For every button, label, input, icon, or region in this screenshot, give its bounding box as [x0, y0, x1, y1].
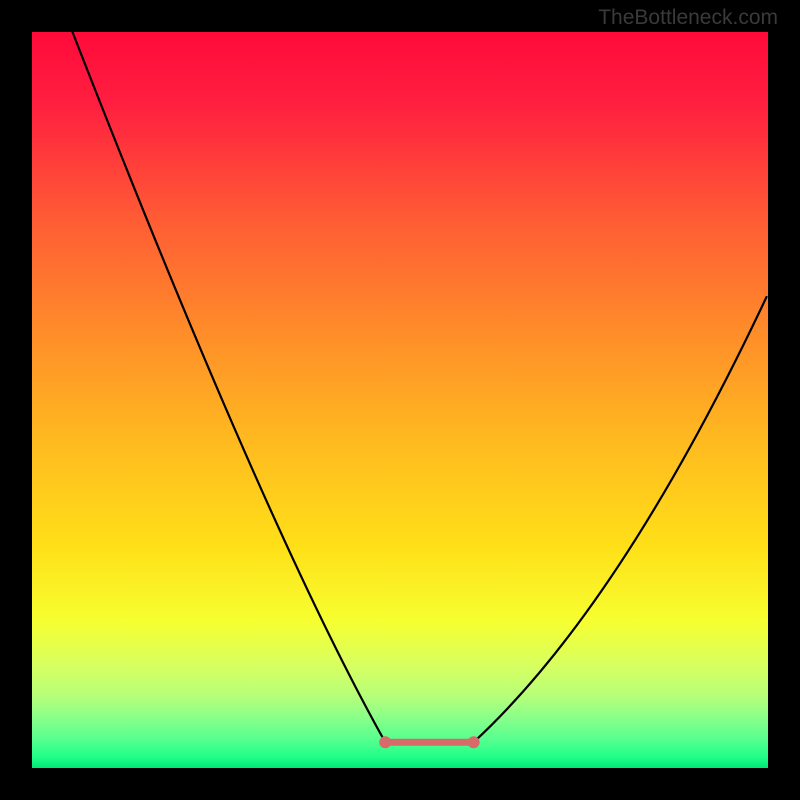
- plot-area: [32, 32, 768, 768]
- left-curve: [72, 32, 385, 742]
- flat-marker: [415, 739, 422, 746]
- flat-marker: [386, 739, 393, 746]
- flat-marker: [445, 739, 452, 746]
- flat-marker: [459, 739, 466, 746]
- flat-marker: [400, 739, 407, 746]
- flat-marker: [430, 739, 437, 746]
- right-curve: [474, 297, 767, 742]
- chart-container: TheBottleneck.com: [0, 0, 800, 800]
- flat-end-marker: [468, 736, 480, 748]
- watermark-text: TheBottleneck.com: [598, 6, 778, 30]
- curve-svg: [32, 32, 768, 768]
